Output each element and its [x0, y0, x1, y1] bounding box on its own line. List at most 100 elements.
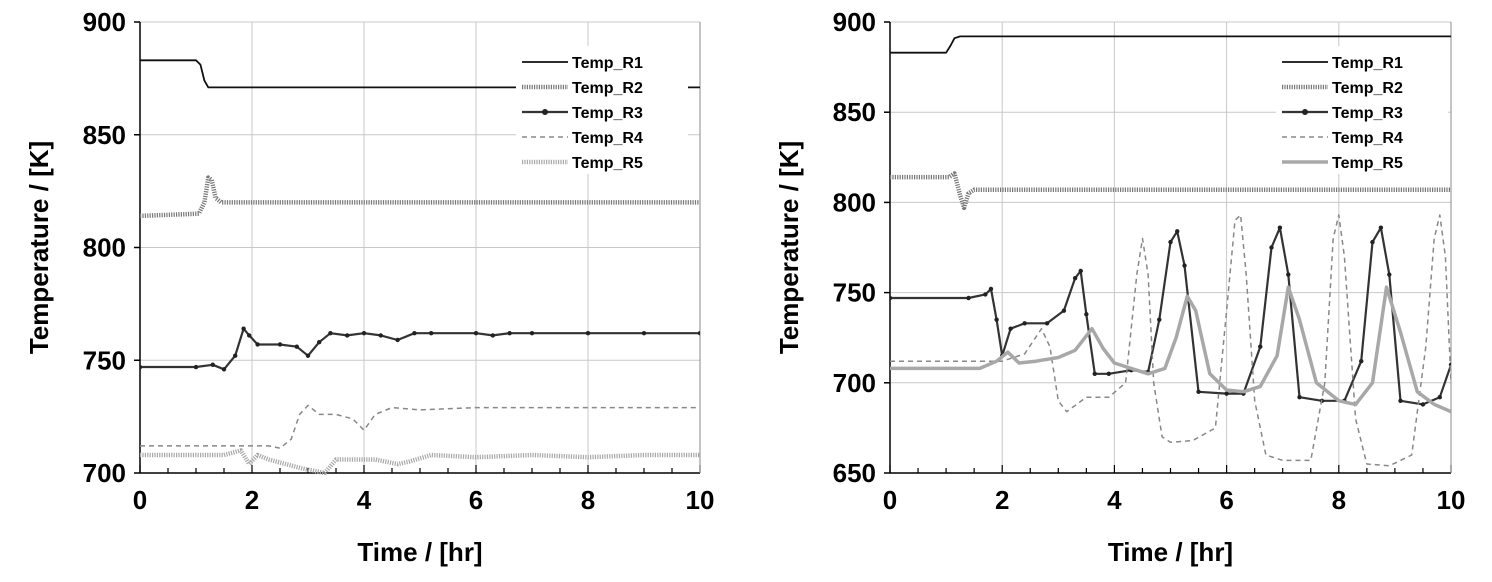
- x-tick-label: 0: [883, 485, 897, 515]
- series-marker-temp-r3: [1084, 312, 1089, 317]
- y-tick-label: 650: [833, 458, 876, 488]
- chart-panel-2: 0 2 4 6 8 10 650 700 750 800 850 900 Time / [hr] Temp…: [774, 7, 1465, 567]
- series-marker-temp-r3: [233, 353, 238, 358]
- series-line-temp-r4: [890, 214, 1451, 467]
- series-marker-temp-r3: [193, 364, 199, 370]
- y-tick-label: 750: [83, 345, 126, 375]
- series-marker-temp-r3: [1359, 358, 1364, 364]
- series-marker-temp-r3: [1269, 245, 1274, 250]
- series-marker-temp-r3: [429, 330, 434, 336]
- legend-label: Temp_R5: [572, 155, 643, 172]
- y-axis-title: Temperature / [K]: [774, 141, 804, 354]
- series-marker-temp-r3: [412, 330, 417, 336]
- legend-label: Temp_R1: [1332, 55, 1403, 72]
- series-marker-temp-r3: [247, 333, 252, 338]
- series-marker-temp-r3: [255, 342, 260, 347]
- series-marker-temp-r3: [328, 330, 333, 336]
- series-marker-temp-r3: [378, 333, 383, 338]
- y-tick-label: 900: [83, 7, 126, 37]
- series-marker-temp-r3: [994, 317, 999, 322]
- x-axis-title: Time / [hr]: [1108, 537, 1233, 567]
- legend-label: Temp_R1: [572, 55, 643, 72]
- series-line-temp-r3: [140, 327, 700, 371]
- series-line-temp-r1: [140, 59, 700, 89]
- x-tick-label: 2: [245, 485, 259, 515]
- series-marker-temp-r3: [221, 367, 227, 372]
- series-marker-temp-r3: [966, 295, 971, 301]
- legend-label: Temp_R2: [1332, 80, 1403, 97]
- x-tick-label: 6: [1219, 485, 1233, 515]
- legend-label: Temp_R3: [1332, 105, 1403, 122]
- series-line-temp-r2: [890, 171, 1451, 211]
- legend-marker: [542, 109, 548, 115]
- series-marker-temp-r3: [395, 337, 400, 343]
- y-tick-label: 700: [833, 368, 876, 398]
- legend: Temp_R1 Temp_R2 Temp_R3 Temp_R4 Temp_R5: [1276, 46, 1448, 174]
- y-tick-label: 750: [833, 278, 876, 308]
- y-tick-label: 800: [833, 187, 876, 217]
- series-marker-temp-r3: [317, 340, 322, 345]
- legend: Temp_R1 Temp_R2 Temp_R3 Temp_R4 Temp_R5: [516, 46, 688, 174]
- series-marker-temp-r3: [140, 364, 143, 370]
- chart-panel-1: 0 2 4 6 8 10 700 750 800 850 900 Time / [hr] Tempera…: [24, 7, 714, 567]
- series-line-temp-r2: [140, 175, 700, 219]
- series-marker-temp-r3: [1175, 229, 1180, 234]
- x-tick-label: 2: [995, 485, 1009, 515]
- series-marker-temp-r3: [210, 362, 215, 367]
- series-line-temp-r4: [140, 404, 700, 449]
- series-marker-temp-r3: [1297, 395, 1302, 400]
- series-marker-temp-r3: [1182, 263, 1187, 268]
- y-tick-label: 700: [83, 458, 126, 488]
- legend-label: Temp_R2: [572, 80, 643, 97]
- x-tick-label: 10: [1437, 485, 1466, 515]
- series-marker-temp-r3: [1437, 395, 1442, 400]
- y-tick-label: 900: [833, 7, 876, 37]
- series-marker-temp-r3: [697, 330, 700, 336]
- y-tick-label: 850: [833, 97, 876, 127]
- series-marker-temp-r3: [361, 330, 367, 336]
- legend-label: Temp_R5: [1332, 155, 1403, 172]
- x-tick-label: 4: [1107, 485, 1122, 515]
- series-marker-temp-r3: [1387, 272, 1392, 277]
- series-marker-temp-r3: [305, 353, 311, 358]
- legend-label: Temp_R3: [572, 105, 643, 122]
- series-marker-temp-r3: [1061, 308, 1067, 313]
- series-line-temp-r1: [890, 35, 1451, 54]
- series-marker-temp-r3: [473, 330, 479, 336]
- series-marker-temp-r3: [1008, 326, 1013, 331]
- x-tick-label: 0: [133, 485, 147, 515]
- series-marker-temp-r3: [1078, 268, 1083, 274]
- x-tick-label: 6: [469, 485, 483, 515]
- x-tick-label: 8: [1332, 485, 1346, 515]
- x-tick-label: 10: [686, 485, 715, 515]
- series-marker-temp-r3: [983, 292, 988, 297]
- series-marker-temp-r3: [1092, 371, 1097, 376]
- series-marker-temp-r3: [345, 333, 350, 338]
- series-marker-temp-r3: [507, 330, 512, 336]
- series-marker-temp-r3: [1286, 272, 1291, 277]
- series-marker-temp-r3: [1196, 389, 1201, 395]
- series-marker-temp-r3: [1398, 398, 1403, 404]
- series-marker-temp-r3: [1420, 402, 1426, 407]
- series-marker-temp-r3: [890, 295, 893, 301]
- series-marker-temp-r3: [1370, 239, 1375, 245]
- legend-marker: [1302, 109, 1308, 115]
- legend-label: Temp_R4: [572, 130, 643, 147]
- series-marker-temp-r3: [1106, 371, 1111, 376]
- series-marker-temp-r3: [490, 333, 495, 338]
- series-marker-temp-r3: [1168, 239, 1173, 245]
- series-marker-temp-r3: [641, 330, 647, 336]
- legend-label: Temp_R4: [1332, 130, 1403, 147]
- series-marker-temp-r3: [1378, 225, 1384, 230]
- series-marker-temp-r3: [294, 344, 299, 349]
- y-tick-label: 850: [83, 120, 126, 150]
- x-tick-label: 8: [581, 485, 595, 515]
- series-marker-temp-r3: [1258, 344, 1263, 349]
- series-marker-temp-r3: [241, 326, 246, 331]
- series-marker-temp-r3: [1157, 317, 1162, 322]
- x-tick-label: 4: [357, 485, 372, 515]
- series-marker-temp-r3: [529, 330, 535, 336]
- series-marker-temp-r3: [585, 330, 591, 336]
- series-marker-temp-r3: [988, 286, 994, 292]
